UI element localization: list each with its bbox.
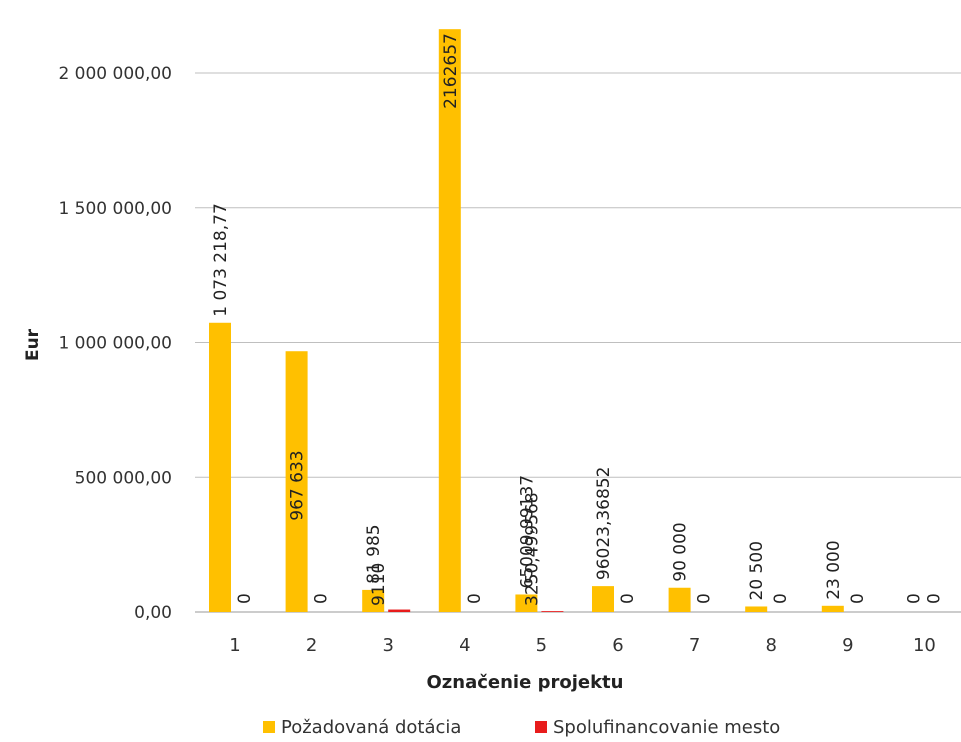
data-label: 96023,36852	[594, 467, 614, 581]
bar-pozadovana-dotacia	[362, 589, 385, 612]
x-tick-label: 10	[913, 635, 936, 656]
data-label: 0	[848, 593, 868, 604]
legend-label-0: Požadovaná dotácia	[281, 717, 461, 738]
bar-pozadovana-dotacia	[592, 586, 614, 612]
data-label: 0	[235, 593, 255, 604]
y-tick-label: 2 000 000,00	[58, 64, 172, 84]
bar-pozadovana-dotacia	[209, 322, 231, 612]
x-axis-title: Označenie projektu	[427, 672, 624, 693]
x-tick-label: 9	[842, 635, 853, 656]
bar-pozadovana-dotacia	[285, 351, 308, 612]
data-labels: 1 073 218,77 967 633 81 985 2162657 65009,99…	[211, 33, 944, 606]
x-axis-ticks: 1 2 3 4 5 6 7 8 9 10	[229, 635, 936, 656]
data-label: 23 000	[824, 540, 844, 599]
y-tick-label: 500 000,00	[75, 468, 172, 488]
legend: Požadovaná dotácia Spolufinancovanie mes…	[263, 717, 780, 738]
data-label: 20 500	[747, 541, 767, 600]
data-label: 0	[924, 593, 944, 604]
data-label: 0	[904, 593, 924, 604]
bar-pozadovana-dotacia	[821, 605, 844, 612]
legend-label-1: Spolufinancovanie mesto	[553, 717, 780, 738]
data-label: 2162657	[441, 33, 461, 109]
bar-spolufinancovanie	[541, 611, 564, 612]
bar-pozadovana-dotacia	[438, 29, 461, 612]
legend-swatch-0	[263, 721, 275, 733]
x-tick-label: 2	[306, 635, 317, 656]
data-label: 0	[695, 593, 715, 604]
x-tick-label: 7	[689, 635, 700, 656]
bar-pozadovana-dotacia	[668, 587, 691, 612]
data-label: 0	[465, 593, 485, 604]
x-tick-label: 5	[536, 635, 547, 656]
data-label: 3250,499568	[522, 492, 542, 606]
y-tick-label: 0,00	[134, 603, 172, 623]
data-label: 81 985	[364, 524, 384, 583]
data-label: 1 073 218,77	[211, 203, 231, 317]
data-label: 967 633	[288, 450, 308, 520]
x-tick-label: 8	[765, 635, 776, 656]
data-label: 9110	[369, 563, 389, 606]
x-tick-label: 6	[612, 635, 623, 656]
data-label: 0	[618, 593, 638, 604]
bars	[209, 29, 844, 612]
y-tick-label: 1 500 000,00	[58, 199, 172, 219]
bar-pozadovana-dotacia	[745, 606, 768, 612]
x-tick-label: 1	[229, 635, 240, 656]
data-label: 0	[771, 593, 791, 604]
bar-pozadovana-dotacia	[515, 594, 538, 612]
x-tick-label: 3	[382, 635, 393, 656]
y-axis-ticks: 0,00 500 000,00 1 000 000,00 1 500 000,00 2 …	[58, 64, 172, 623]
bar-spolufinancovanie	[388, 609, 411, 612]
data-label: 90 000	[671, 522, 691, 581]
x-tick-label: 4	[459, 635, 470, 656]
gridlines	[195, 72, 961, 613]
y-tick-label: 1 000 000,00	[58, 334, 172, 354]
legend-swatch-1	[535, 721, 547, 733]
data-label: 65009,99137	[517, 475, 537, 589]
data-label: 0	[312, 593, 332, 604]
y-axis-title: Eur	[23, 328, 43, 361]
